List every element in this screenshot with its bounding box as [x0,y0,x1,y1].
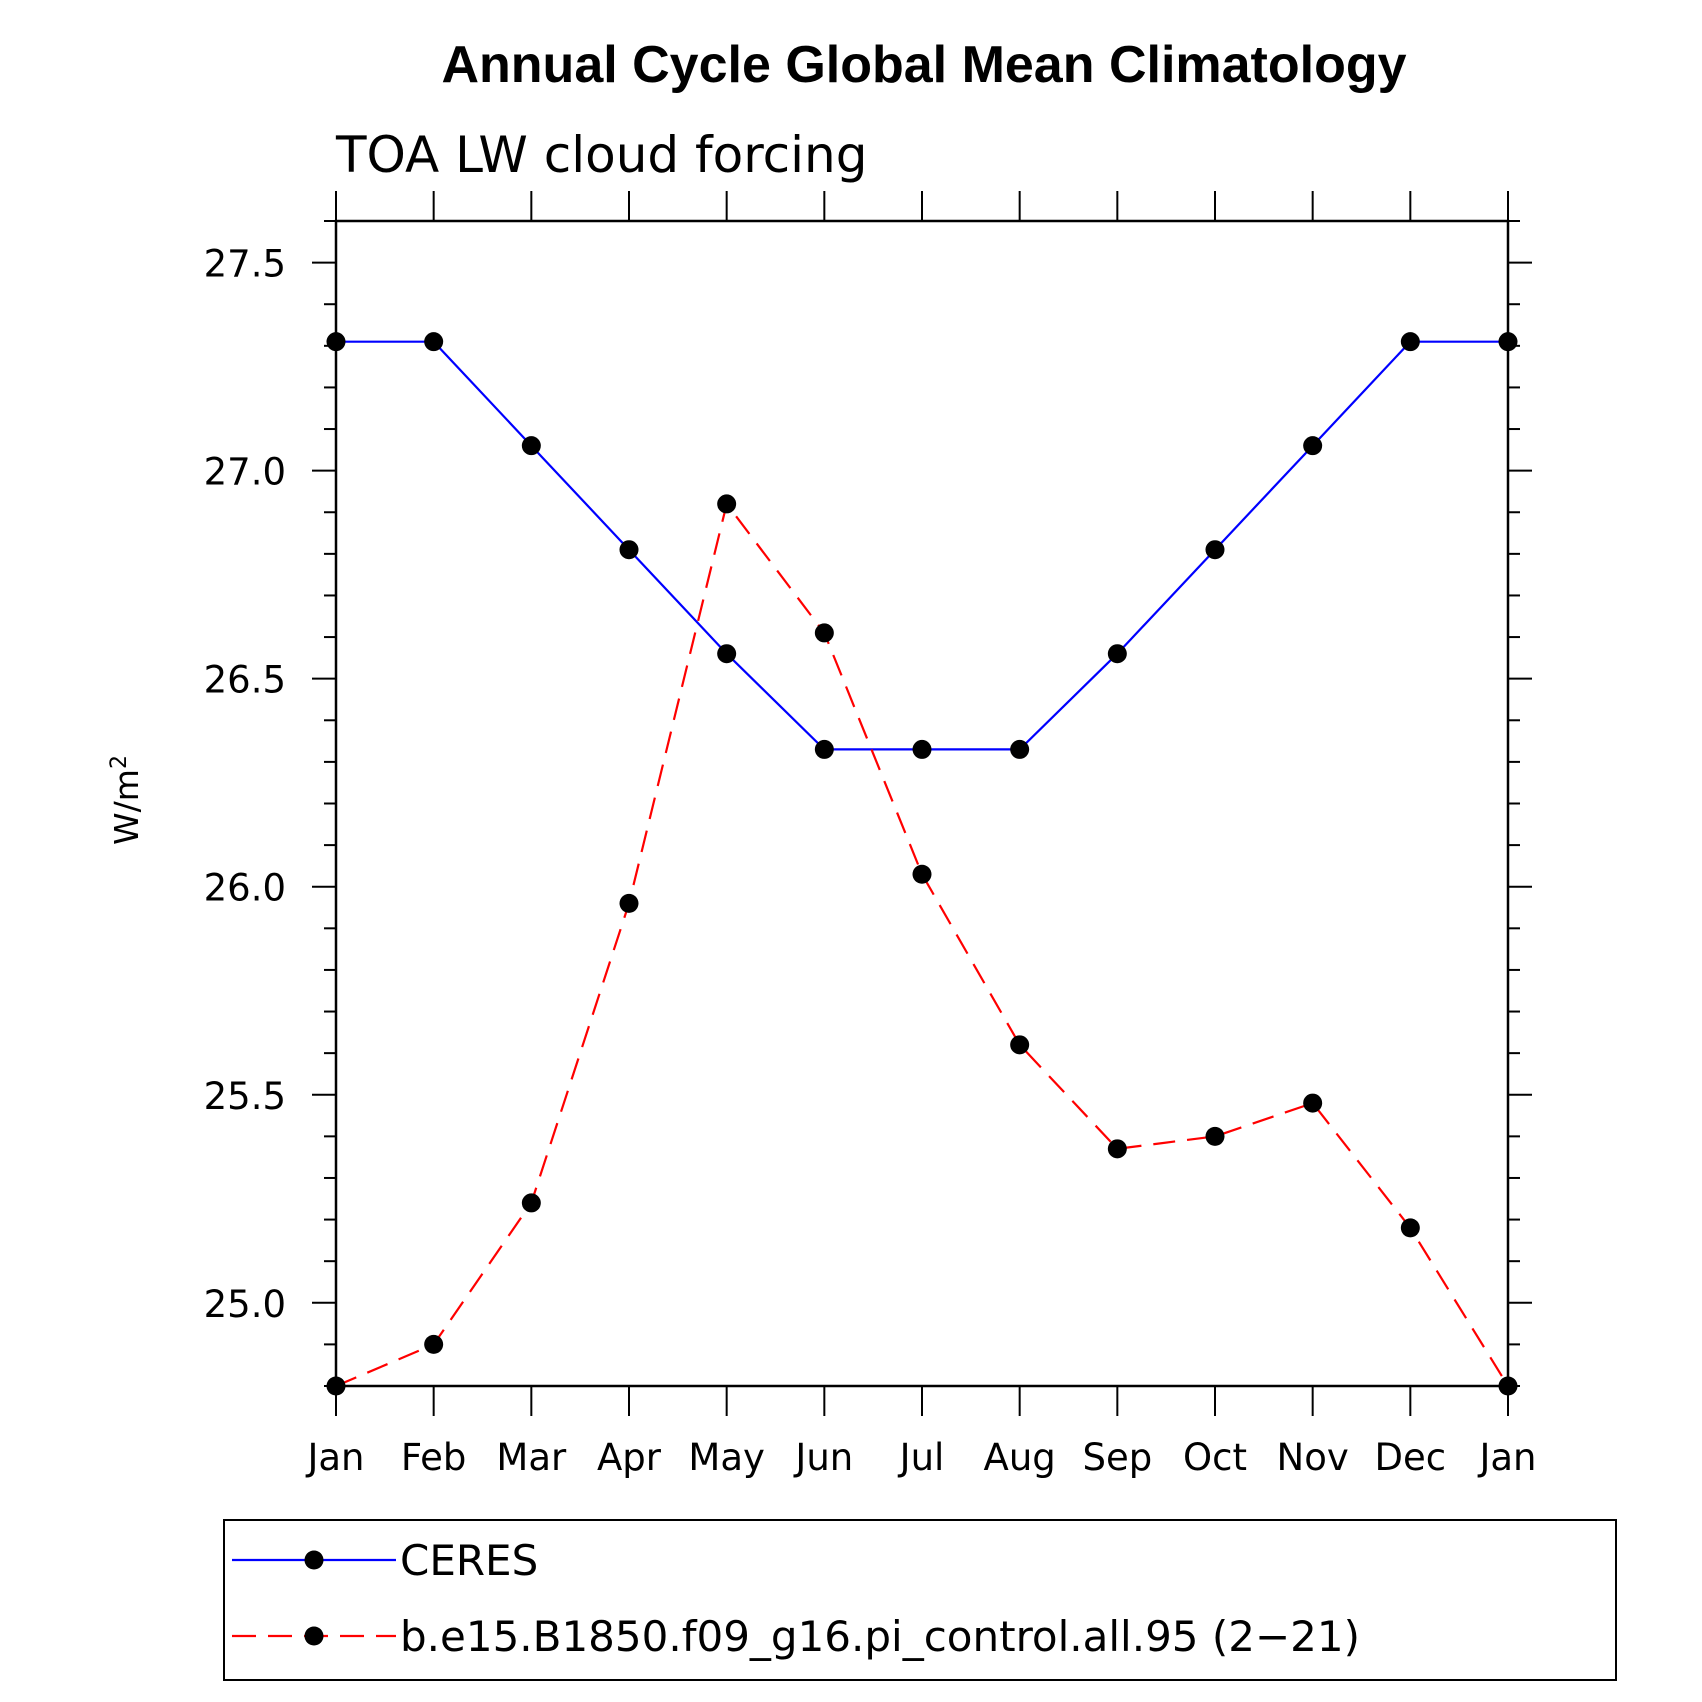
x-tick-label: May [688,1436,765,1479]
data-point-model [912,864,932,884]
legend-marker-ceres [304,1550,324,1570]
series-layer [326,332,1518,1396]
x-tick-label: Sep [1082,1436,1152,1479]
y-axis: 25.0 25.5 26.0 26.5 27.0 27.5 [204,220,1532,1387]
x-tick-label: Jul [898,1436,945,1479]
legend: CERES b.e15.B1850.f09_g16.pi_control.all.… [223,1519,1617,1681]
data-point-ceres [1400,332,1420,352]
data-point-model [1205,1126,1225,1146]
x-tick-label: Aug [984,1436,1056,1479]
data-point-ceres [1010,739,1030,759]
data-point-model [1498,1376,1518,1396]
x-tick-label: Apr [597,1436,662,1479]
y-tick-label: 25.5 [204,1075,286,1118]
y-tick-label: 26.5 [204,659,286,702]
data-point-ceres [1303,436,1323,456]
x-tick-label: Nov [1277,1436,1349,1479]
data-point-ceres [619,540,639,560]
data-point-model [1107,1139,1127,1159]
data-point-model [424,1334,444,1354]
legend-box [223,1519,1617,1681]
x-tick-label: Oct [1183,1436,1247,1479]
chart-title: Annual Cycle Global Mean Climatology [441,36,1406,94]
data-point-ceres [912,739,932,759]
y-axis-label-superscript: 2 [107,755,132,769]
data-point-ceres [1498,332,1518,352]
data-point-ceres [521,436,541,456]
y-tick-label: 27.5 [204,243,286,286]
series-line-model [335,501,1509,1388]
y-tick-label: 25.0 [204,1283,286,1326]
data-point-ceres [326,332,346,352]
x-tick-label: Feb [401,1436,467,1479]
data-point-model [1400,1218,1420,1238]
data-point-model [1303,1093,1323,1113]
data-point-ceres [1205,540,1225,560]
x-tick-label: Mar [496,1436,567,1479]
data-point-model [717,494,737,514]
y-axis-label-unit: W/m [107,769,146,845]
data-point-ceres [717,644,737,664]
y-axis-label: W/m2 [107,755,147,845]
legend-label-model: b.e15.B1850.f09_g16.pi_control.all.95 (2… [400,1612,1360,1661]
series-line-ceres [336,340,1508,751]
x-tick-label: Dec [1375,1436,1447,1479]
data-point-ceres [1107,644,1127,664]
x-tick-label: Jan [1477,1436,1536,1479]
data-point-ceres [814,739,834,759]
chart-subtitle: TOA LW cloud forcing [335,126,867,184]
data-point-model [1010,1035,1030,1055]
data-point-model [814,623,834,643]
x-tick-label: Jun [793,1436,853,1479]
data-point-model [521,1193,541,1213]
plot-frame [334,219,1510,1388]
x-tick-label: Jan [305,1436,364,1479]
legend-label-ceres: CERES [400,1536,538,1585]
plot-area [334,219,1510,1388]
y-tick-label: 27.0 [204,451,286,494]
data-point-model [619,893,639,913]
data-point-model [326,1376,346,1396]
data-point-ceres [424,332,444,352]
x-axis: Jan Feb Mar Apr May Jun Jul Aug Sep Oct Nov Dec Jan [305,191,1537,1479]
y-tick-label: 26.0 [204,867,286,910]
legend-marker-model [304,1626,324,1646]
